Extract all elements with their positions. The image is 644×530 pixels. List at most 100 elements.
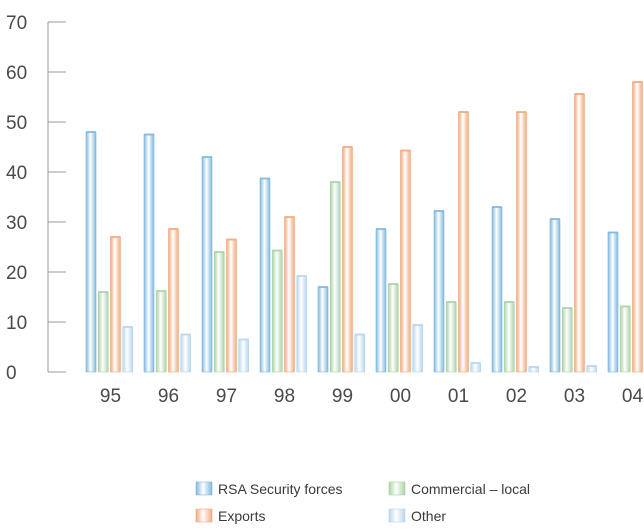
legend-label-rsa-security-forces: RSA Security forces: [218, 481, 343, 497]
legend: RSA Security forces Commercial – local Exp…: [195, 481, 530, 524]
bar-cap-exports-99: [342, 146, 353, 148]
bar-other-01: [470, 362, 482, 373]
legend-swatch-commercial-local: [388, 481, 406, 496]
bar-other-00: [412, 324, 424, 373]
bar-cap-rsa-security-forces-96: [144, 133, 154, 136]
y-tick-label-10: 10: [6, 313, 27, 334]
x-tick-label-97: 97: [216, 386, 237, 407]
bar-commercial-local-97: [213, 251, 225, 373]
bar-cap-other-97: [238, 338, 249, 341]
bar-cap-exports-95: [110, 236, 121, 238]
y-tick-label-30: 30: [6, 213, 27, 234]
bar-cap-rsa-security-forces-99: [318, 286, 328, 288]
bar-cap-exports-02: [516, 111, 527, 113]
bar-cap-commercial-local-04: [620, 305, 631, 308]
bar-cap-rsa-security-forces-95: [86, 131, 96, 133]
x-tick-label-01: 01: [448, 386, 469, 407]
bar-exports-95: [110, 236, 121, 373]
bar-cap-rsa-security-forces-01: [434, 210, 444, 212]
bar-exports-98: [284, 216, 295, 373]
bar-cap-commercial-local-96: [156, 290, 167, 292]
bar-exports-01: [458, 111, 469, 373]
bar-commercial-local-95: [97, 291, 109, 373]
legend-swatch-other: [388, 508, 406, 523]
y-tick-label-60: 60: [6, 63, 27, 84]
legend-label-other: Other: [411, 508, 446, 524]
bar-cap-exports-98: [284, 216, 295, 218]
bar-cap-rsa-security-forces-03: [550, 218, 560, 220]
bar-cap-commercial-local-01: [446, 301, 457, 303]
bar-other-98: [296, 275, 308, 373]
bar-commercial-local-02: [503, 301, 515, 373]
bar-rsa-security-forces-04: [607, 232, 619, 373]
x-tick-label-95: 95: [100, 386, 121, 407]
bar-exports-96: [168, 228, 179, 373]
bar-rsa-security-forces-97: [201, 156, 213, 373]
x-tick-label-96: 96: [158, 386, 179, 407]
bar-exports-04: [632, 81, 643, 373]
y-axis: 0 10 20 30 40 50 60 70: [6, 13, 66, 384]
legend-swatch-exports: [195, 508, 213, 523]
x-tick-label-04: 04: [622, 386, 644, 407]
bar-commercial-local-03: [561, 307, 573, 373]
legend-label-commercial-local: Commercial – local: [411, 481, 530, 497]
bar-cap-rsa-security-forces-04: [608, 231, 618, 234]
bar-exports-97: [226, 239, 237, 373]
bar-commercial-local-00: [387, 283, 399, 373]
bar-rsa-security-forces-98: [259, 178, 271, 373]
bar-rsa-security-forces-96: [143, 134, 155, 373]
bar-cap-other-99: [354, 333, 365, 336]
bar-commercial-local-04: [619, 306, 631, 373]
y-tick-label-70: 70: [6, 13, 27, 34]
y-tick-label-50: 50: [6, 113, 27, 134]
bar-commercial-local-99: [329, 181, 341, 373]
bar-cap-commercial-local-03: [562, 307, 573, 309]
bar-cap-other-98: [296, 275, 307, 277]
bar-rsa-security-forces-95: [85, 131, 97, 373]
bar-rsa-security-forces-00: [375, 228, 387, 373]
x-axis-labels: 95 96 97 98 99 00 01 02 03 04: [100, 386, 644, 407]
bar-cap-commercial-local-97: [214, 251, 225, 253]
bar-cap-other-96: [180, 333, 191, 336]
y-tick-label-20: 20: [6, 263, 27, 284]
bar-exports-03: [574, 93, 585, 373]
bar-cap-exports-00: [400, 149, 411, 152]
bar-other-96: [180, 334, 192, 373]
bar-rsa-security-forces-99: [317, 286, 329, 373]
x-tick-label-99: 99: [332, 386, 353, 407]
bar-cap-commercial-local-99: [330, 181, 341, 183]
bar-rsa-security-forces-03: [549, 218, 561, 373]
bar-cap-exports-97: [226, 238, 237, 241]
bar-exports-99: [342, 146, 353, 373]
bar-commercial-local-96: [155, 290, 167, 373]
bar-cap-other-00: [412, 324, 423, 326]
legend-swatch-rsa-security-forces: [195, 481, 213, 496]
bar-other-99: [354, 334, 366, 373]
bar-cap-other-03: [586, 365, 597, 367]
bar-cap-exports-96: [168, 228, 179, 230]
bar-cap-other-02: [528, 366, 539, 368]
x-tick-label-00: 00: [390, 386, 411, 407]
y-tick-label-40: 40: [6, 163, 27, 184]
bar-cap-commercial-local-98: [272, 249, 283, 252]
bar-cap-exports-03: [574, 93, 585, 95]
bar-cap-commercial-local-95: [98, 291, 109, 293]
bar-rsa-security-forces-02: [491, 206, 503, 373]
bar-other-95: [122, 326, 134, 373]
bar-cap-exports-01: [458, 111, 469, 113]
bar-cap-exports-04: [632, 81, 643, 83]
bar-cap-rsa-security-forces-98: [260, 177, 270, 180]
bar-cap-commercial-local-02: [504, 301, 515, 303]
bar-cap-other-95: [122, 326, 133, 328]
x-tick-label-02: 02: [506, 386, 527, 407]
bar-other-97: [238, 339, 250, 373]
bar-commercial-local-01: [445, 301, 457, 373]
bar-cap-rsa-security-forces-00: [376, 228, 386, 230]
bar-cap-commercial-local-00: [388, 283, 399, 285]
bar-exports-02: [516, 111, 527, 373]
bar-cap-rsa-security-forces-02: [492, 206, 502, 208]
bars-area: [85, 81, 643, 373]
bar-exports-00: [400, 150, 411, 373]
bar-cap-rsa-security-forces-97: [202, 156, 212, 158]
